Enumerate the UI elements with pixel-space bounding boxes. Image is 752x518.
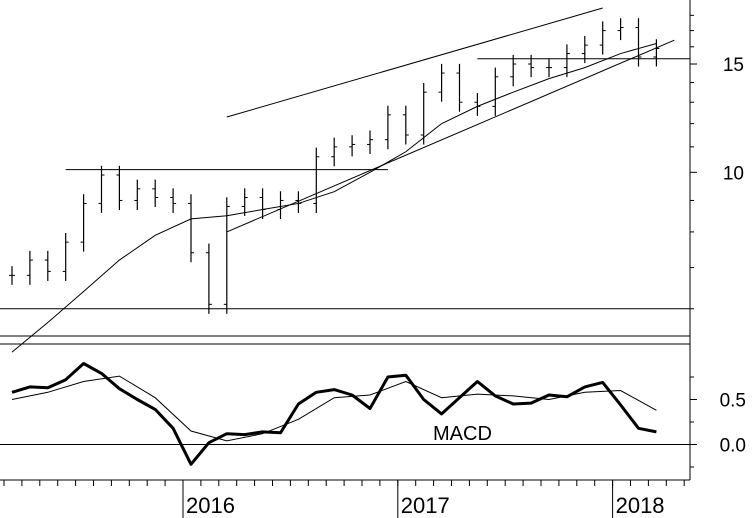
macd-annotation: MACD xyxy=(433,423,492,445)
price-tick-label: 15 xyxy=(723,55,744,76)
price-tick-label: 10 xyxy=(723,163,744,184)
moving-average-line xyxy=(11,42,657,353)
macd-y-ticks: 0.5 0.0 xyxy=(690,376,746,468)
macd-tick-label: 0.5 xyxy=(720,391,746,412)
horizontal-levels xyxy=(0,58,690,310)
year-label: 2016 xyxy=(186,493,235,518)
macd-tick-label: 0.0 xyxy=(720,436,746,457)
trendline xyxy=(226,39,675,233)
trendlines xyxy=(226,7,675,233)
price-y-ticks: 10 15 xyxy=(690,14,744,310)
year-label: 2018 xyxy=(616,493,665,518)
macd-signal-line xyxy=(11,375,657,442)
time-x-ticks: 2016 2017 2018 xyxy=(3,480,685,518)
macd-line xyxy=(11,362,657,466)
price-bars xyxy=(9,18,660,314)
trendline xyxy=(226,7,603,118)
year-label: 2017 xyxy=(401,493,450,518)
